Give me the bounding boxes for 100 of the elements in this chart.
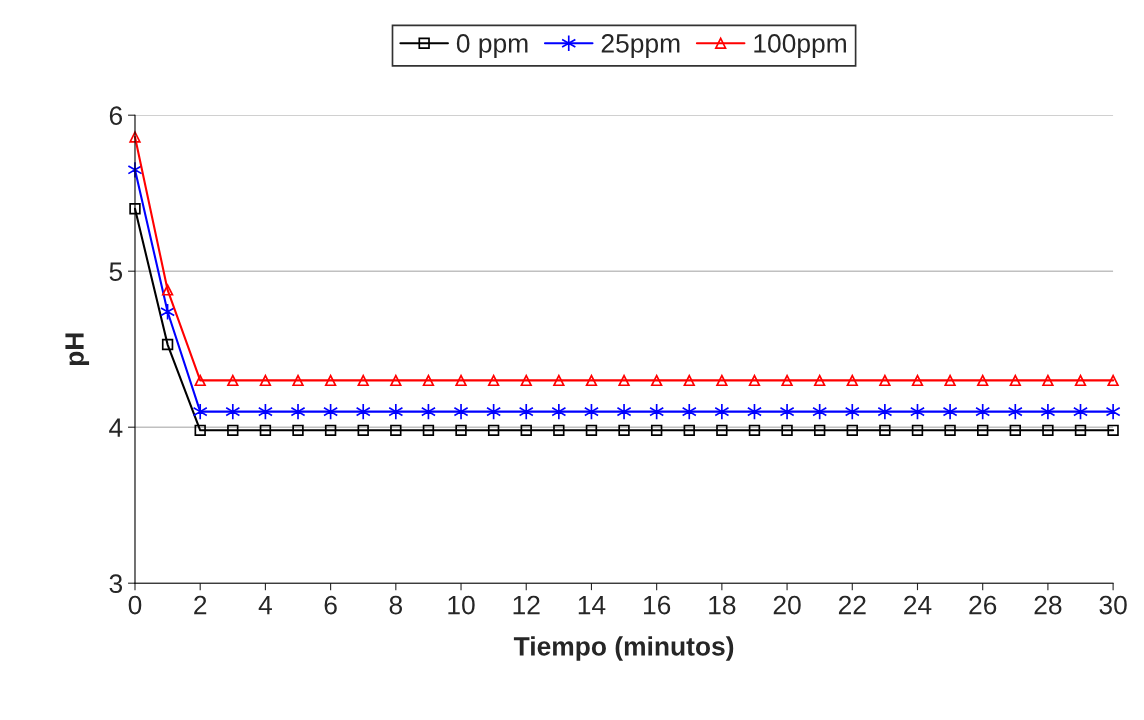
point xyxy=(1107,424,1119,437)
point xyxy=(650,374,663,387)
point xyxy=(911,374,924,387)
x-tick-label: 6 xyxy=(324,595,337,615)
point xyxy=(388,403,404,421)
point xyxy=(1105,403,1121,421)
point xyxy=(975,403,991,421)
point xyxy=(455,424,467,437)
point xyxy=(714,403,730,421)
point xyxy=(781,424,793,437)
point xyxy=(1007,403,1023,421)
point xyxy=(748,374,761,387)
point xyxy=(716,424,728,437)
point xyxy=(1042,374,1054,387)
point xyxy=(259,424,272,437)
x-tick-label: 16 xyxy=(643,595,671,615)
point xyxy=(324,374,337,387)
legend-label: 100ppm xyxy=(754,34,846,58)
point xyxy=(813,374,826,387)
point xyxy=(455,374,467,387)
point xyxy=(1042,424,1054,437)
point xyxy=(1074,424,1087,437)
point xyxy=(716,374,728,387)
point xyxy=(292,424,304,437)
point xyxy=(650,424,663,437)
x-tick-label: 24 xyxy=(904,595,932,615)
point xyxy=(976,374,989,387)
point xyxy=(355,403,371,421)
point xyxy=(259,374,272,387)
point xyxy=(161,284,174,296)
y-tick-label: 5 xyxy=(109,262,123,282)
point xyxy=(161,338,174,351)
y-tick-label: 4 xyxy=(109,418,123,437)
point xyxy=(681,403,697,421)
point xyxy=(779,403,795,421)
point xyxy=(192,403,208,421)
x-tick-label: 4 xyxy=(258,595,272,615)
point xyxy=(292,374,304,387)
point xyxy=(877,403,893,421)
point xyxy=(422,424,435,437)
point xyxy=(357,374,369,387)
x-tick-label: 0 xyxy=(128,595,142,615)
x-tick-label: 26 xyxy=(969,595,997,615)
point xyxy=(944,374,956,387)
point xyxy=(518,403,534,421)
point xyxy=(683,424,695,437)
point xyxy=(487,374,500,387)
x-tick-label: 12 xyxy=(513,595,540,615)
point xyxy=(324,424,337,437)
point xyxy=(812,403,828,421)
point xyxy=(422,374,435,387)
point xyxy=(553,374,565,387)
point xyxy=(616,403,632,421)
x-tick-label: 20 xyxy=(773,595,801,615)
x-tick-label: 30 xyxy=(1099,595,1127,615)
point xyxy=(942,403,958,421)
point xyxy=(944,424,956,437)
point xyxy=(225,403,241,421)
x-tick-label: 28 xyxy=(1034,595,1062,615)
legend-label: 25ppm xyxy=(601,34,680,58)
x-tick-label: 14 xyxy=(578,595,606,615)
x-tick-label: 8 xyxy=(389,595,403,615)
point xyxy=(976,424,989,437)
point xyxy=(390,374,402,387)
point xyxy=(911,424,924,437)
x-tick-label: 10 xyxy=(448,595,475,615)
point xyxy=(129,203,141,215)
point xyxy=(487,424,500,437)
point xyxy=(1009,374,1021,387)
point xyxy=(194,424,206,437)
y-axis-title: pH xyxy=(65,333,90,366)
y-tick-label: 6 xyxy=(109,106,123,126)
point xyxy=(520,374,532,387)
point xyxy=(618,374,630,387)
point xyxy=(227,424,239,437)
point xyxy=(879,374,891,387)
point xyxy=(585,374,598,387)
point xyxy=(844,403,860,421)
point xyxy=(846,424,858,437)
point xyxy=(781,374,793,387)
y-tick-label: 3 xyxy=(109,574,123,594)
point xyxy=(879,424,891,437)
point xyxy=(618,424,630,437)
point xyxy=(390,424,402,437)
point xyxy=(227,374,239,387)
point xyxy=(551,403,567,421)
legend-label: 0 ppm xyxy=(456,34,528,58)
point xyxy=(129,131,141,143)
point xyxy=(1040,403,1056,421)
x-tick-label: 22 xyxy=(838,595,866,615)
point xyxy=(748,424,761,437)
x-tick-label: 2 xyxy=(194,595,207,615)
point xyxy=(813,424,826,437)
point xyxy=(846,374,858,387)
x-tick-label: 18 xyxy=(709,595,736,615)
point xyxy=(683,374,695,387)
point xyxy=(585,424,598,437)
point xyxy=(453,403,469,421)
point xyxy=(553,424,565,437)
point xyxy=(1107,374,1119,387)
